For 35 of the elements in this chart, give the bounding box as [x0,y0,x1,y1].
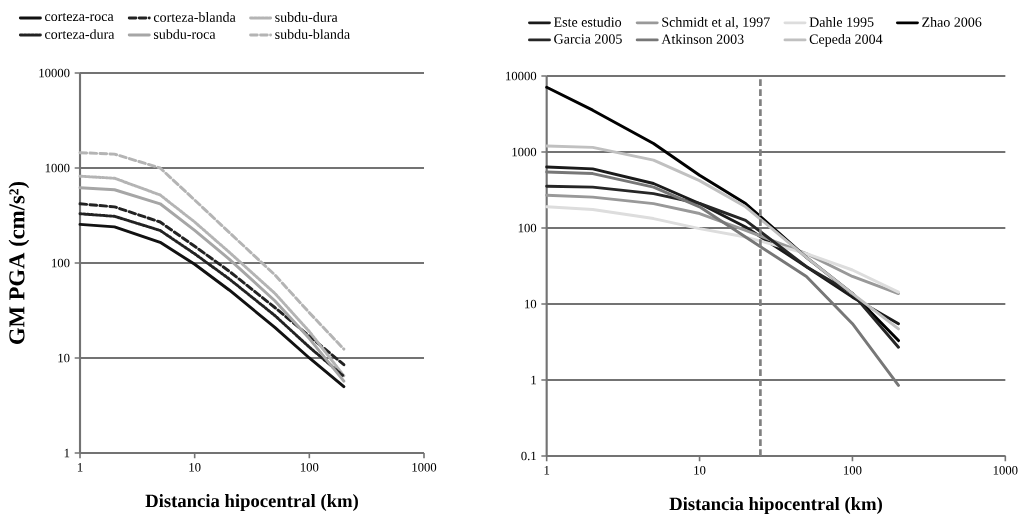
y-tick-label: 10000 [506,71,537,81]
legend-label: Zhao 2006 [922,17,982,27]
y-tick-label: 100 [52,258,70,268]
y-tick-label: 1 [64,448,70,458]
x-tick-label: 10 [189,463,201,472]
y-tick-label: 0.1 [521,451,536,461]
legend-label: Garcia 2005 [554,34,622,44]
x-axis-title: Distancia hipocentral (km) [669,497,882,514]
legend-label: Dahle 1995 [809,17,874,27]
legend-label: subdu-dura [275,12,338,22]
legend-label: Cepeda 2004 [809,34,883,47]
x-tick-label: 1000 [412,463,437,472]
x-tick-label: 100 [300,463,319,472]
legend-label: subdu-roca [153,29,216,39]
legend-label: Atkinson 2003 [661,34,744,44]
y-tick-label: 1000 [512,147,537,157]
legend-label: Este estudio [554,17,622,27]
y-tick-label: 100 [518,223,537,233]
y-tick-label: 10000 [39,68,70,78]
y-axis-title: GM PGA (cm/s²) [8,181,30,344]
legend-label: Schmidt et al, 1997 [662,17,770,29]
y-tick-label: 10 [525,299,537,309]
x-axis-title: Distancia hipocentral (km) [145,494,358,511]
y-tick-label: 1 [531,375,536,385]
legend-label: corteza-roca [45,13,114,22]
x-tick-label: 1000 [993,466,1018,475]
y-tick-label: 10 [58,353,70,363]
x-tick-label: 1 [544,466,550,475]
legend-label: corteza-blanda [153,12,236,22]
y-tick-label: 1000 [45,163,70,173]
legend-label: subdu-blanda [275,29,350,39]
x-tick-label: 1 [77,463,83,472]
x-tick-label: 100 [844,466,862,475]
legend-label: corteza-dura [45,29,115,39]
x-tick-label: 10 [694,466,706,475]
